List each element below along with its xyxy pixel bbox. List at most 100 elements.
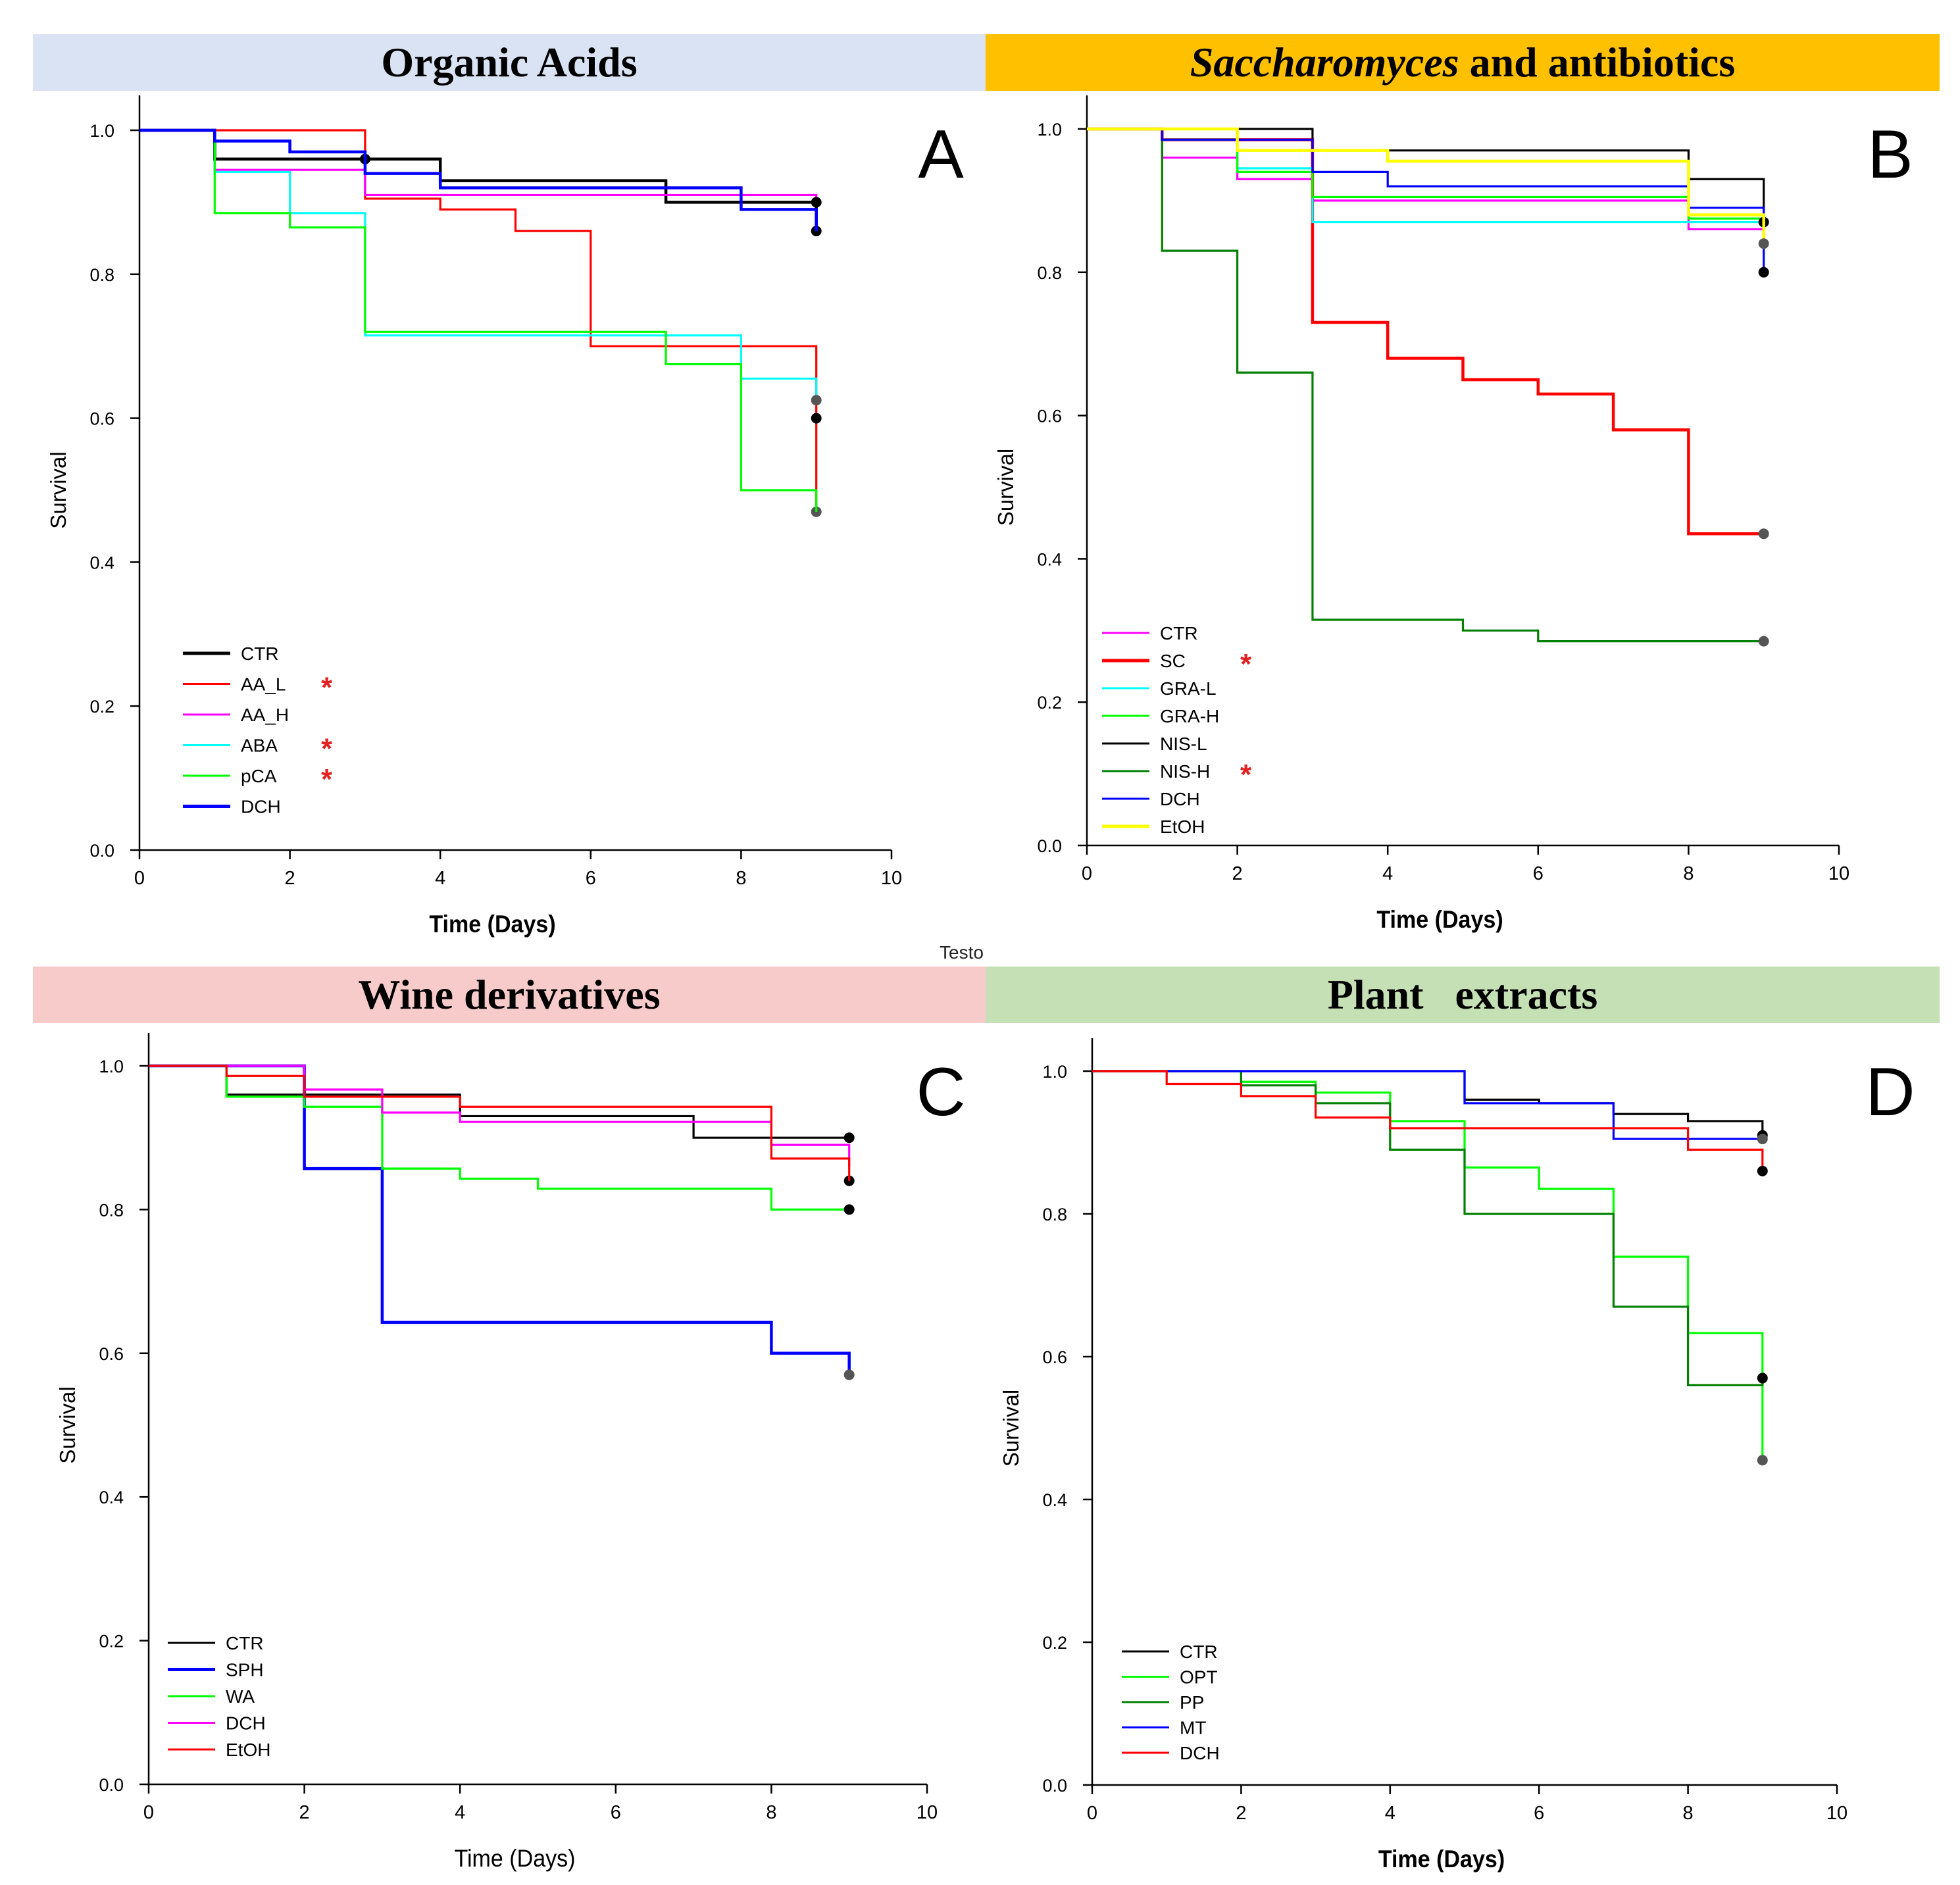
x-tick-label-b: 4 xyxy=(1382,863,1393,884)
panel-letter-b: B xyxy=(1867,116,1913,193)
y-tick-label-d: 0.2 xyxy=(1042,1633,1067,1653)
y-tick-label-d: 0.6 xyxy=(1042,1347,1067,1367)
censor-point-c xyxy=(843,1369,855,1380)
panel-b-title-italic: Saccharomyces xyxy=(1190,39,1459,86)
x-axis-title-a: Time (Days) xyxy=(429,911,555,938)
censor-point-a xyxy=(811,395,822,406)
series-line-c-wa xyxy=(149,1065,849,1211)
panel-b-title-rest: and antibiotics xyxy=(1459,39,1736,86)
legend-label-c: EtOH xyxy=(226,1740,270,1760)
legend-label-c: WA xyxy=(226,1686,255,1707)
y-tick-label-b: 0.0 xyxy=(1037,836,1062,856)
y-tick-label-b: 0.4 xyxy=(1037,549,1062,569)
y-tick-label-b: 0.2 xyxy=(1037,693,1062,713)
y-tick-label-c: 0.2 xyxy=(99,1632,124,1651)
y-tick-label-c: 0.8 xyxy=(99,1200,124,1220)
y-tick-label-b: 1.0 xyxy=(1037,120,1062,139)
y-tick-label-c: 1.0 xyxy=(99,1057,124,1076)
x-tick-label-b: 0 xyxy=(1082,863,1092,884)
series-line-b-gra-h xyxy=(1087,128,1764,220)
legend-label-c: DCH xyxy=(226,1713,266,1734)
legend-label-b: GRA-L xyxy=(1160,678,1217,699)
legend-label-a: ABA xyxy=(241,736,278,756)
y-tick-label-d: 1.0 xyxy=(1042,1062,1067,1082)
x-tick-label-b: 2 xyxy=(1232,863,1243,884)
significance-star-a: * xyxy=(321,672,333,704)
legend-label-a: AA_H xyxy=(241,705,289,725)
legend-label-a: AA_L xyxy=(241,674,286,695)
legend-label-b: NIS-H xyxy=(1160,761,1210,782)
y-tick-label-a: 0.0 xyxy=(89,841,114,861)
y-tick-label-a: 0.6 xyxy=(89,409,114,429)
legend-label-c: SPH xyxy=(226,1660,264,1680)
y-tick-label-b: 0.8 xyxy=(1037,263,1062,283)
x-tick-label-d: 2 xyxy=(1236,1803,1246,1824)
y-tick-label-b: 0.6 xyxy=(1037,407,1062,426)
y-tick-label-c: 0.0 xyxy=(99,1775,124,1795)
significance-star-a: * xyxy=(321,763,333,795)
censor-point-d xyxy=(1757,1455,1768,1466)
chart-c: 0 2 4 6 8 10 0.0 0.2 0.4 0.6 0.8 1.0 Time (Days) Surv… xyxy=(55,1033,966,1872)
censor-point-b xyxy=(1758,266,1769,278)
significance-star-b: * xyxy=(1240,648,1252,680)
y-tick-label-a: 0.8 xyxy=(89,265,114,285)
censor-point-d xyxy=(1757,1372,1768,1384)
x-tick-label-c: 4 xyxy=(455,1802,465,1823)
censor-point-b xyxy=(1758,238,1769,249)
series-line-c-etoh xyxy=(149,1065,851,1181)
legend-label-a: CTR xyxy=(241,643,279,664)
censor-point-b xyxy=(1758,528,1769,540)
legend-label-d: OPT xyxy=(1180,1667,1218,1688)
legend-label-b: EtOH xyxy=(1160,817,1205,837)
series-line-d-dch xyxy=(1092,1070,1764,1171)
censor-point-c xyxy=(843,1132,855,1144)
x-axis-title-d: Time (Days) xyxy=(1378,1846,1505,1873)
legend-label-b: SC xyxy=(1160,651,1186,671)
censor-point-c xyxy=(843,1204,855,1215)
series-line-a-dch xyxy=(139,128,818,232)
y-tick-label-d: 0.8 xyxy=(1042,1205,1067,1224)
series-line-b-etoh xyxy=(1087,127,1765,244)
x-tick-label-d: 0 xyxy=(1087,1803,1097,1824)
y-axis-title-a: Survival xyxy=(46,451,70,528)
x-tick-label-d: 10 xyxy=(1826,1803,1847,1824)
x-tick-label-d: 6 xyxy=(1534,1803,1544,1824)
series-line-c-sph xyxy=(149,1064,851,1375)
panel-b-title: Saccharomyces and antibiotics xyxy=(986,34,1940,91)
y-tick-label-a: 0.4 xyxy=(89,553,114,572)
x-axis-title-b: Time (Days) xyxy=(1376,906,1503,934)
x-tick-label-a: 2 xyxy=(285,868,295,889)
stray-label: Testo xyxy=(940,942,984,963)
y-axis-title-d: Survival xyxy=(999,1390,1023,1467)
y-tick-label-d: 0.0 xyxy=(1042,1776,1067,1796)
x-tick-label-a: 10 xyxy=(881,868,902,889)
censor-point-d xyxy=(1757,1134,1768,1145)
panel-d-title: Plant extracts xyxy=(986,967,1940,1023)
x-tick-label-c: 2 xyxy=(299,1802,310,1823)
censor-point-a xyxy=(811,413,822,424)
legend-label-a: DCH xyxy=(241,797,281,817)
x-tick-label-b: 10 xyxy=(1828,863,1849,884)
chart-a: 0 2 4 6 8 10 0.0 0.2 0.4 0.6 0.8 1.0 Time (Days) Surv… xyxy=(46,95,964,938)
x-axis-title-c: Time (Days) xyxy=(454,1845,575,1872)
series-line-d-opt xyxy=(1092,1070,1764,1461)
series-line-b-nis-l xyxy=(1087,128,1765,222)
y-tick-label-c: 0.6 xyxy=(99,1344,124,1364)
x-tick-label-c: 6 xyxy=(611,1802,621,1823)
legend-label-b: NIS-L xyxy=(1160,734,1207,754)
x-tick-label-b: 8 xyxy=(1683,863,1694,884)
chart-d: 0 2 4 6 8 10 0.0 0.2 0.4 0.6 0.8 1.0 Time (Days) Surv… xyxy=(999,1038,1915,1872)
x-tick-label-a: 8 xyxy=(736,868,746,889)
series-line-d-mt xyxy=(1092,1070,1763,1140)
legend-label-d: MT xyxy=(1180,1718,1206,1738)
x-tick-label-a: 6 xyxy=(586,868,596,889)
panel-letter-c: C xyxy=(916,1054,965,1130)
series-line-a-ctr xyxy=(139,128,818,232)
legend-label-b: GRA-H xyxy=(1160,706,1219,726)
chart-b: 0 2 4 6 8 10 0.0 0.2 0.4 0.6 0.8 1.0 Time (Days) Surv… xyxy=(993,95,1913,933)
x-tick-label-a: 0 xyxy=(134,868,145,889)
x-tick-label-a: 4 xyxy=(435,868,445,889)
legend-label-d: PP xyxy=(1180,1692,1204,1713)
y-tick-label-c: 0.4 xyxy=(99,1488,124,1507)
